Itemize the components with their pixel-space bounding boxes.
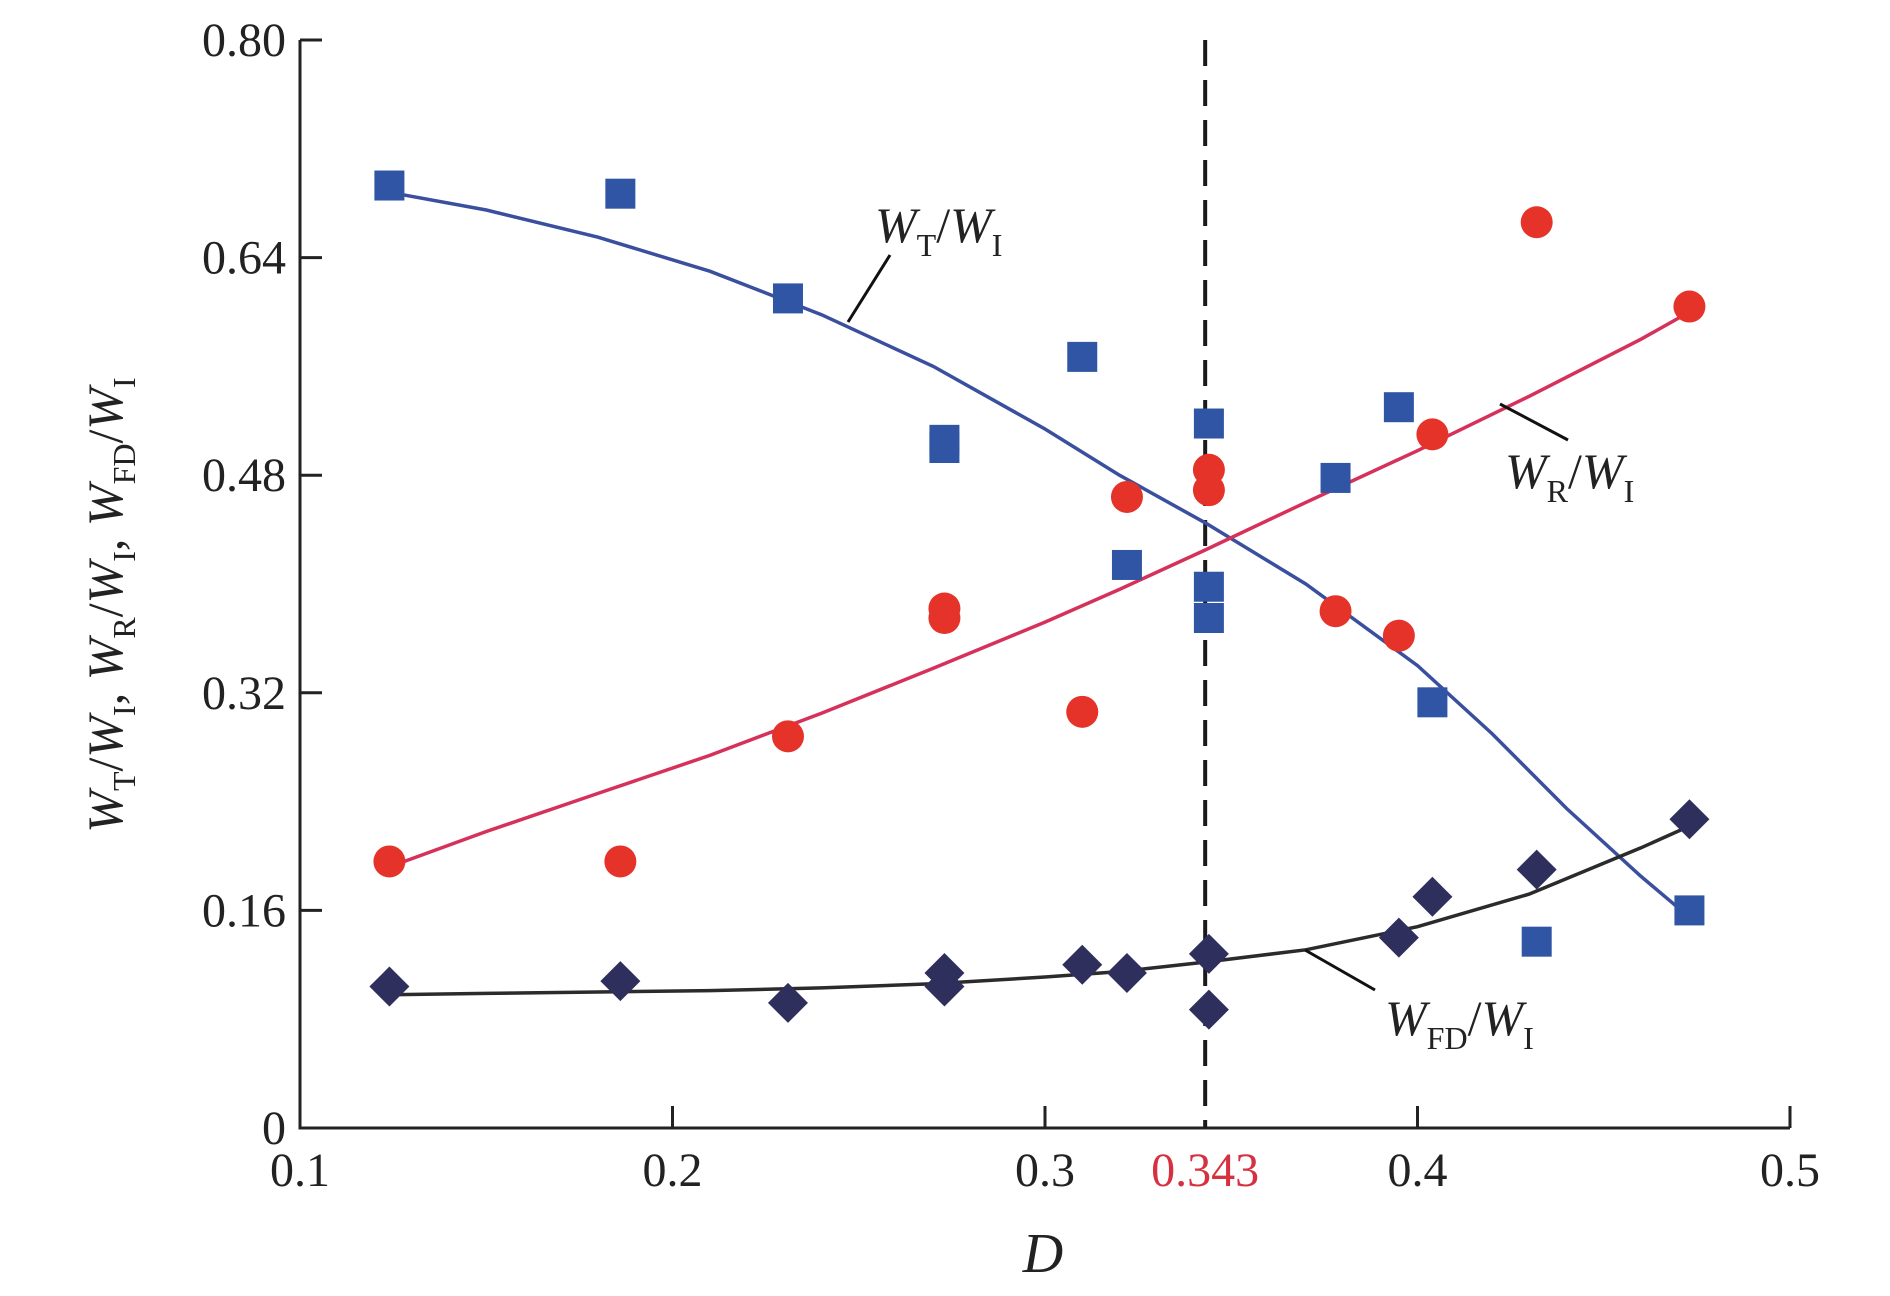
square-marker	[1193, 408, 1224, 439]
markers	[369, 170, 1710, 1030]
circle-marker	[1520, 206, 1553, 239]
square-marker	[605, 178, 636, 209]
diamond-marker	[1188, 933, 1229, 974]
diamond-marker	[924, 952, 965, 993]
circle-marker	[1319, 595, 1352, 628]
circle-marker	[1066, 695, 1099, 728]
square-marker	[374, 170, 405, 201]
annotation-leader-reflected	[1499, 402, 1569, 442]
fit-line-reflected	[388, 310, 1691, 869]
circle-marker	[1110, 480, 1143, 513]
diamond-marker	[1516, 849, 1557, 890]
curve-label-transmitted: WT/WI	[875, 197, 1002, 263]
x-tick-label: 0.4	[1388, 1144, 1448, 1197]
y-tick-label: 0.32	[202, 667, 286, 720]
y-tick-label: 0.48	[202, 449, 286, 502]
curve-label-reflected: WR/WI	[1505, 443, 1634, 509]
annotations: WT/WI WR/WI WFD/WI	[846, 197, 1634, 1056]
square-marker	[1193, 603, 1224, 633]
fit-line-frictional	[389, 824, 1691, 997]
fit-lines	[388, 190, 1691, 997]
x-tick-label: 0.1	[270, 1144, 330, 1197]
circle-marker	[928, 592, 961, 625]
y-axis-label: WT/WI, WR/WI, WFD/WI	[77, 377, 142, 832]
y-tick-label: 0.80	[202, 14, 286, 67]
curve-label-frictional: WFD/WI	[1385, 990, 1534, 1056]
circle-marker	[1673, 290, 1706, 323]
diamond-marker	[369, 966, 410, 1007]
diamond-marker	[1062, 944, 1103, 985]
diamond-marker	[1188, 989, 1229, 1030]
annotation-leader-frictional	[1304, 948, 1376, 992]
circle-marker	[373, 845, 406, 878]
circle-marker	[604, 845, 637, 878]
diamond-marker	[1106, 952, 1147, 993]
square-marker	[1417, 687, 1448, 718]
y-tick-label: 0.16	[202, 884, 286, 937]
y-tick-label: 0	[262, 1102, 286, 1155]
square-marker	[929, 424, 960, 455]
square-marker	[1383, 392, 1414, 423]
axis-frame	[298, 40, 1790, 1130]
square-marker	[1521, 926, 1552, 957]
fit-line-transmitted	[389, 190, 1691, 919]
square-marker	[1067, 341, 1098, 372]
square-marker	[1111, 549, 1142, 580]
circle-marker	[1192, 453, 1225, 486]
y-tick-label: 0.64	[202, 232, 286, 285]
x-tick-label: 0.3	[1015, 1144, 1075, 1197]
diamond-marker	[600, 961, 641, 1002]
x-tick-label: 0.2	[643, 1144, 703, 1197]
diamond-marker	[1378, 917, 1419, 958]
square-marker	[772, 283, 803, 314]
diamond-marker	[767, 982, 808, 1023]
diamond-marker	[1412, 876, 1453, 917]
square-marker	[1193, 571, 1224, 602]
circle-marker	[1382, 619, 1415, 652]
circle-marker	[771, 720, 804, 753]
x-axis-label: D	[1022, 1223, 1063, 1285]
x-tick-label: 0.5	[1760, 1144, 1820, 1197]
square-marker	[1320, 462, 1351, 493]
square-marker	[1674, 895, 1705, 926]
diamond-marker	[1669, 799, 1710, 840]
circle-marker	[1416, 418, 1449, 451]
reference-line-label: 0.343	[1151, 1144, 1259, 1197]
axes: 0 0.16 0.32 0.48 0.64 0.80 0.1 0.2 0.3 0.4 0.5	[202, 14, 1820, 1197]
annotation-leader-transmitted	[846, 254, 892, 323]
